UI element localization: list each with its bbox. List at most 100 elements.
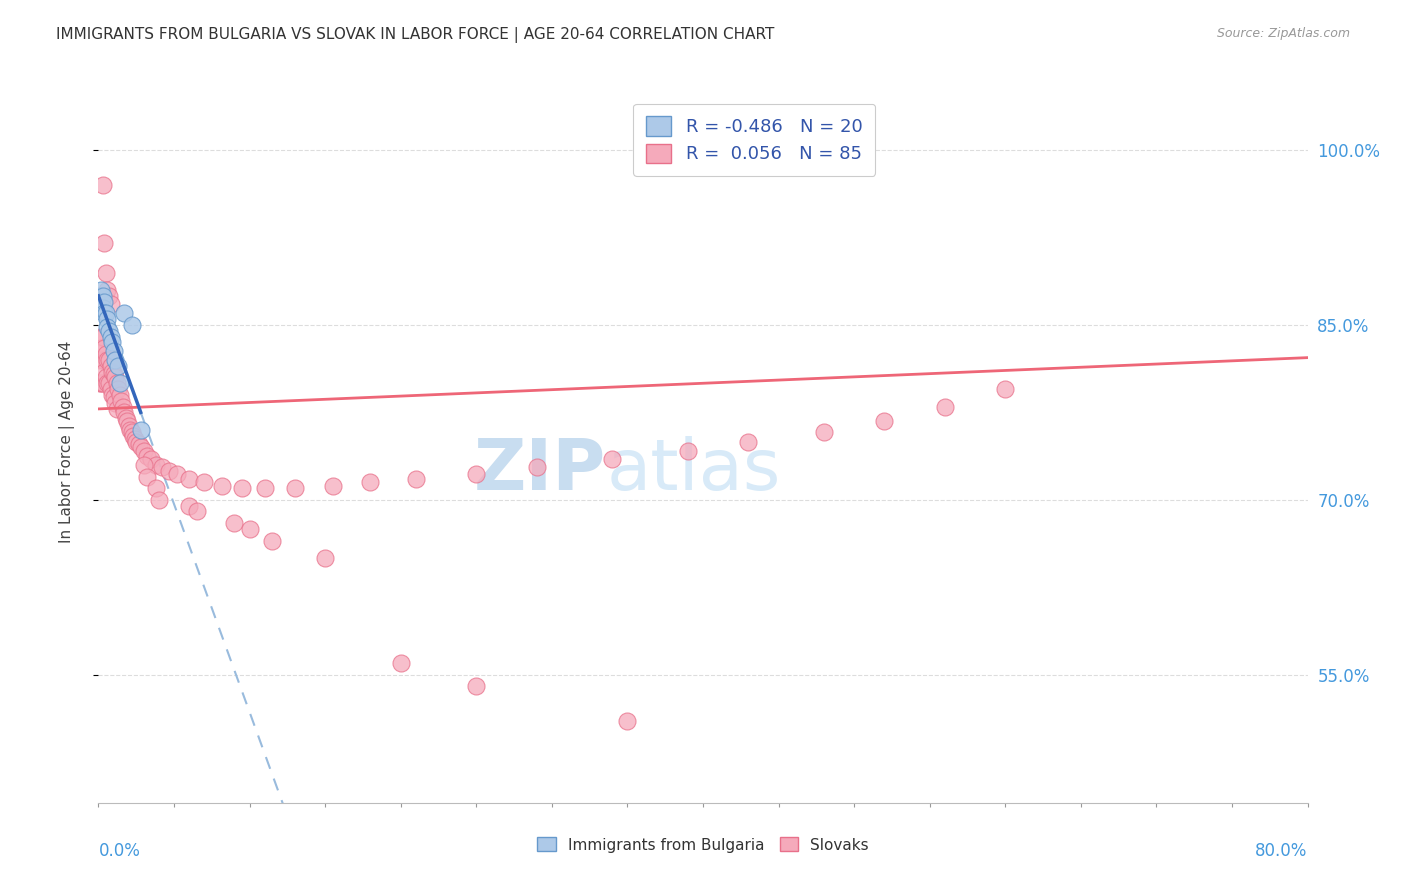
Point [94,306,117,320]
Point [108,376,131,391]
Point [145,458,167,472]
Point [101,388,124,402]
Point [107,359,129,373]
Point [96,283,118,297]
Point [148,492,170,507]
Point [120,423,142,437]
Point [873,413,896,427]
Point [129,441,152,455]
Point [90,376,112,391]
Point [128,437,150,451]
Point [186,504,208,518]
Point [104,370,127,384]
Text: IMMIGRANTS FROM BULGARIA VS SLOVAK IN LABOR FORCE | AGE 20-64 CORRELATION CHART: IMMIGRANTS FROM BULGARIA VS SLOVAK IN LA… [56,27,775,43]
Point [103,390,125,404]
Point [239,522,262,536]
Point [100,297,122,311]
Point [616,714,638,729]
Point [91,353,114,368]
Point [124,432,146,446]
Point [193,475,215,490]
Point [96,312,118,326]
Point [118,419,141,434]
Point [121,318,143,332]
Point [112,405,135,419]
Point [314,551,336,566]
Point [108,388,131,402]
Point [179,472,201,486]
Point [141,452,163,467]
Y-axis label: In Labor Force | Age 20-64: In Labor Force | Age 20-64 [59,341,75,542]
Point [159,464,181,478]
Point [125,434,148,449]
Point [132,443,155,458]
Point [135,449,157,463]
Point [94,266,117,280]
Point [114,411,136,425]
Point [100,382,122,396]
Point [262,533,284,548]
Point [122,428,145,442]
Point [91,301,114,315]
Point [96,353,118,368]
Point [284,481,307,495]
Point [110,393,132,408]
Point [211,479,233,493]
Point [94,347,117,361]
Point [135,469,157,483]
Point [231,481,253,495]
Point [526,460,548,475]
Point [465,679,488,693]
Point [389,656,412,670]
Point [89,289,111,303]
Point [224,516,246,530]
Point [96,320,118,334]
Text: 80.0%: 80.0% [1256,842,1308,860]
Point [93,294,115,309]
Point [465,467,488,482]
Point [934,400,956,414]
Text: atlas: atlas [606,436,780,505]
Point [101,335,124,350]
Point [98,289,121,303]
Point [93,365,115,379]
Point [101,365,124,379]
Point [111,400,134,414]
Point [91,376,114,391]
Point [105,401,128,416]
Legend: Immigrants from Bulgaria, Slovaks: Immigrants from Bulgaria, Slovaks [530,830,876,860]
Point [676,443,699,458]
Point [360,475,382,490]
Point [129,423,152,437]
Point [166,467,188,482]
Text: Source: ZipAtlas.com: Source: ZipAtlas.com [1216,27,1350,40]
Point [103,367,125,381]
Point [322,479,344,493]
Point [104,353,127,368]
Point [98,324,121,338]
Point [103,343,125,358]
Text: ZIP: ZIP [474,436,606,505]
Point [115,413,138,427]
Point [93,306,115,320]
Point [91,178,114,193]
Point [145,481,167,495]
Point [813,425,835,440]
Point [150,460,173,475]
Text: 0.0%: 0.0% [98,842,141,860]
Point [93,236,115,251]
Point [994,382,1017,396]
Point [94,370,117,384]
Point [405,472,427,486]
Point [90,341,112,355]
Point [737,434,759,449]
Point [91,329,114,343]
Point [100,329,122,343]
Point [179,499,201,513]
Point [98,353,121,368]
Point [93,341,115,355]
Point [104,396,127,410]
Point [89,376,111,391]
Point [253,481,276,495]
Point [107,382,129,396]
